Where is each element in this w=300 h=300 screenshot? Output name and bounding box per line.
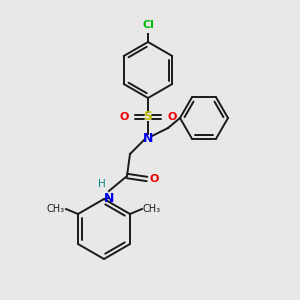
Text: O: O (149, 174, 158, 184)
Text: N: N (104, 192, 114, 205)
Text: N: N (143, 131, 153, 145)
Text: O: O (167, 112, 176, 122)
Text: Cl: Cl (142, 20, 154, 30)
Text: H: H (98, 179, 106, 189)
Text: CH₃: CH₃ (47, 204, 65, 214)
Text: O: O (120, 112, 129, 122)
Text: S: S (143, 110, 152, 124)
Text: CH₃: CH₃ (143, 204, 161, 214)
